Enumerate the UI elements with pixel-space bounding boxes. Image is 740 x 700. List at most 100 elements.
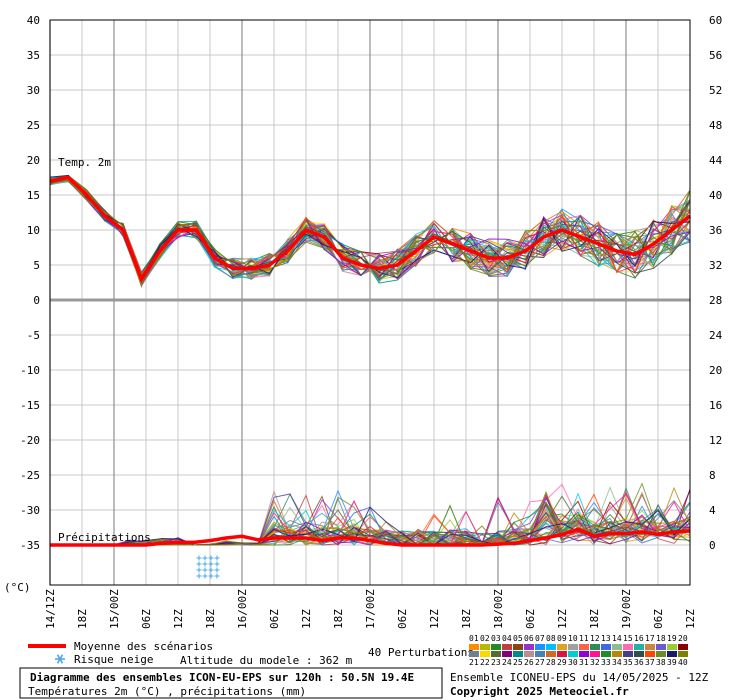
perturbation-number: 16 <box>634 634 644 643</box>
perturbation-swatch <box>535 651 545 657</box>
perturbation-swatch <box>546 644 556 650</box>
perturbation-number: 12 <box>590 634 600 643</box>
y-right-tick-label: 8 <box>709 469 716 482</box>
perturbation-swatch <box>634 651 644 657</box>
perturbation-swatch <box>469 644 479 650</box>
perturbation-number: 38 <box>656 658 666 667</box>
y-right-tick-label: 40 <box>709 189 722 202</box>
x-tick-label: 15/00Z <box>108 589 121 629</box>
perturbation-number: 36 <box>634 658 644 667</box>
y-right-tick-label: 56 <box>709 49 722 62</box>
perturbation-number: 10 <box>568 634 578 643</box>
perturbation-number: 27 <box>535 658 545 667</box>
perturbation-swatch <box>546 651 556 657</box>
perturbation-number: 30 <box>568 658 578 667</box>
mean-temperature-line <box>49 175 692 283</box>
perturbations-label: 40 Perturbations <box>368 646 474 659</box>
x-tick-label: 18Z <box>76 609 89 629</box>
x-tick-label: 12Z <box>428 609 441 629</box>
y-right-tick-label: 48 <box>709 119 722 132</box>
y-left-tick-label: -35 <box>20 539 40 552</box>
x-tick-label: 12Z <box>300 609 313 629</box>
y-left-tick-label: -15 <box>20 399 40 412</box>
perturbation-number: 32 <box>590 658 600 667</box>
x-tick-label: 19/00Z <box>620 589 633 629</box>
perturbation-swatch <box>667 651 677 657</box>
x-tick-label: 06Z <box>140 609 153 629</box>
x-tick-label: 18Z <box>460 609 473 629</box>
perturbation-swatch <box>557 651 567 657</box>
perturbation-number: 25 <box>513 658 523 667</box>
perturbation-swatch <box>579 644 589 650</box>
x-tick-label: 12Z <box>172 609 185 629</box>
y-right-tick-label: 28 <box>709 294 722 307</box>
y-left-tick-label: 25 <box>27 119 40 132</box>
perturbation-swatch <box>480 651 490 657</box>
x-tick-label: 17/00Z <box>364 589 377 629</box>
perturbation-number: 40 <box>678 658 688 667</box>
perturbation-number: 09 <box>557 634 567 643</box>
perturbation-swatch <box>568 644 578 650</box>
y-left-tick-label: -25 <box>20 469 40 482</box>
perturbation-swatch <box>535 644 545 650</box>
y-left-tick-label: 35 <box>27 49 40 62</box>
perturbation-number: 08 <box>546 634 556 643</box>
y-left-tick-label: 15 <box>27 189 40 202</box>
perturbation-number: 37 <box>645 658 655 667</box>
y-right-tick-label: 52 <box>709 84 722 97</box>
perturbation-swatch <box>645 651 655 657</box>
perturbation-swatch <box>678 644 688 650</box>
snowflake-icon <box>208 567 214 573</box>
perturbation-swatch <box>491 644 501 650</box>
perturbation-number: 35 <box>623 658 633 667</box>
y-right-tick-label: 24 <box>709 329 723 342</box>
y-left-tick-label: -30 <box>20 504 40 517</box>
y-right-tick-label: 20 <box>709 364 722 377</box>
x-tick-label: 18Z <box>332 609 345 629</box>
plot-frame <box>49 19 691 586</box>
x-tick-label: 12Z <box>684 609 697 629</box>
perturbation-number: 33 <box>601 658 611 667</box>
snowflake-icon <box>196 573 202 579</box>
perturbation-swatch <box>568 651 578 657</box>
footer-subtitle: Températures 2m (°C) , précipitations (m… <box>28 685 306 698</box>
snow-legend-label: Risque neige <box>74 653 153 666</box>
footer-title: Diagramme des ensembles ICON-EU-EPS sur … <box>30 671 414 684</box>
perturbation-number: 28 <box>546 658 556 667</box>
perturbation-number: 04 <box>502 634 512 643</box>
perturbation-number: 01 <box>469 634 479 643</box>
y-left-tick-label: 20 <box>27 154 40 167</box>
x-tick-label: 18Z <box>588 609 601 629</box>
perturbation-swatch <box>557 644 567 650</box>
grid <box>49 19 691 585</box>
perturbation-swatch <box>513 644 523 650</box>
y-right-tick-label: 12 <box>709 434 722 447</box>
perturbation-number: 34 <box>612 658 622 667</box>
snowflake-icon <box>196 567 202 573</box>
temp-label: Temp. 2m <box>58 156 111 169</box>
snowflake-icon <box>202 555 208 561</box>
y-left-tick-label: 5 <box>33 259 40 272</box>
perturbation-number: 19 <box>667 634 677 643</box>
x-tick-label: 06Z <box>268 609 281 629</box>
perturbation-swatch <box>656 651 666 657</box>
y-left-tick-label: -20 <box>20 434 40 447</box>
y-right-tick-label: 0 <box>709 539 716 552</box>
member-precipitation-line <box>50 501 691 546</box>
y-left-tick-label: 10 <box>27 224 40 237</box>
snowflake-icon <box>208 561 214 567</box>
y-left-tick-label: 30 <box>27 84 40 97</box>
perturbation-swatch <box>513 651 523 657</box>
perturbation-swatch <box>590 644 600 650</box>
perturbation-number: 07 <box>535 634 545 643</box>
x-tick-label: 06Z <box>396 609 409 629</box>
y-axis-unit: (°C) <box>4 581 31 594</box>
snowflake-icon <box>202 567 208 573</box>
y-right-tick-label: 32 <box>709 259 722 272</box>
y-right-tick-label: 44 <box>709 154 723 167</box>
perturbation-number: 22 <box>480 658 490 667</box>
perturbation-number: 20 <box>678 634 688 643</box>
perturbation-swatch <box>623 644 633 650</box>
y-left-tick-label: -10 <box>20 364 40 377</box>
